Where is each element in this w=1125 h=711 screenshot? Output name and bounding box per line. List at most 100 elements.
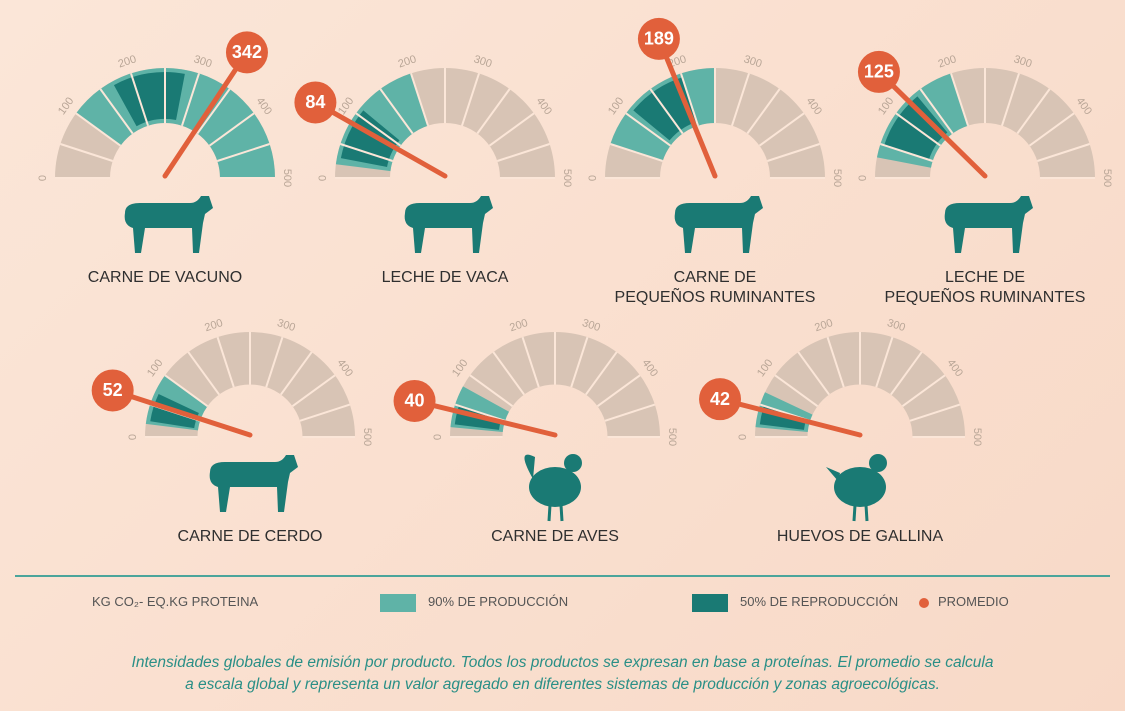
tick-line xyxy=(130,73,149,127)
tick-line xyxy=(216,336,235,388)
segment-line xyxy=(99,88,134,135)
tick-label: 300 xyxy=(886,317,907,334)
icon-body xyxy=(124,196,213,253)
value-bubble xyxy=(699,378,742,421)
segment-line xyxy=(746,88,781,135)
animal-icon xyxy=(524,454,582,522)
tick-label: 400 xyxy=(334,357,354,379)
tick-label: 200 xyxy=(117,53,138,70)
icon-body xyxy=(529,467,581,507)
segment-line xyxy=(766,143,820,162)
segment-line xyxy=(1016,88,1051,135)
tick-line xyxy=(181,73,200,127)
tick-label: 0 xyxy=(127,434,139,440)
tick-label: 200 xyxy=(937,53,958,70)
tick-line xyxy=(625,112,672,147)
segment-line xyxy=(604,403,656,422)
segment-line xyxy=(187,351,220,396)
animal-icon xyxy=(404,196,493,253)
tick-label: 200 xyxy=(508,317,529,334)
tick-line xyxy=(731,73,750,127)
animal-icon xyxy=(124,196,213,253)
tick-label: 200 xyxy=(813,317,834,334)
tick-label: 500 xyxy=(561,169,573,187)
tick-line xyxy=(826,336,845,388)
value-bubble xyxy=(393,379,436,422)
range-band xyxy=(113,72,185,127)
tick-label: 200 xyxy=(203,317,224,334)
needle xyxy=(717,396,863,438)
caption: Intensidades globales de emisión por pro… xyxy=(131,654,994,693)
value-bubble xyxy=(857,50,900,93)
tick-label: 300 xyxy=(472,53,493,70)
tick-line xyxy=(208,112,255,147)
tick-label: 100 xyxy=(876,95,896,117)
icon-tail xyxy=(826,467,840,481)
tick-label: 400 xyxy=(804,95,824,117)
tick-line xyxy=(461,73,480,127)
tick-label: 100 xyxy=(450,357,470,379)
product-label: LECHE DE VACA xyxy=(381,269,509,286)
tick-line xyxy=(596,374,641,407)
tick-line xyxy=(75,112,122,147)
segment-line xyxy=(492,351,525,396)
tick-line xyxy=(758,112,805,147)
icon-head xyxy=(564,454,582,472)
tick-label: 400 xyxy=(944,357,964,379)
segment-line xyxy=(585,351,618,396)
icon-body xyxy=(944,196,1033,253)
icon-body xyxy=(674,196,763,253)
icon-legs xyxy=(547,504,564,522)
segment-line xyxy=(1036,143,1090,162)
tick-line xyxy=(895,112,942,147)
legend-dot xyxy=(919,598,929,608)
tick-label: 500 xyxy=(971,428,983,446)
animal-icon xyxy=(674,196,763,253)
tick-label: 400 xyxy=(1074,95,1094,117)
animal-icon xyxy=(944,196,1033,253)
product-label: LECHE DE PEQUEÑOS RUMINANTES xyxy=(884,269,1086,306)
tick-label: 300 xyxy=(742,53,763,70)
tick-label: 0 xyxy=(317,175,329,181)
tick-label: 0 xyxy=(737,434,749,440)
value-label: 42 xyxy=(710,389,730,409)
tick-label: 400 xyxy=(254,95,274,117)
tick-label: 100 xyxy=(606,95,626,117)
animal-icon xyxy=(209,455,298,512)
tick-line xyxy=(901,374,946,407)
segment-line xyxy=(299,403,351,422)
value-label: 40 xyxy=(405,391,425,411)
value-label: 189 xyxy=(644,29,674,49)
needle xyxy=(312,99,448,179)
unit-label: KG CO₂- EQ.KG PROTEINA xyxy=(92,594,259,609)
value-label: 342 xyxy=(232,42,262,62)
icon-body xyxy=(209,455,298,512)
value-label: 125 xyxy=(864,62,894,82)
tick-label: 500 xyxy=(361,428,373,446)
tick-line xyxy=(1028,112,1075,147)
needle xyxy=(656,36,718,179)
segment-line xyxy=(280,351,313,396)
segment-line xyxy=(649,88,684,135)
icon-body xyxy=(834,467,886,507)
tick-line xyxy=(355,112,402,147)
tick-label: 400 xyxy=(639,357,659,379)
legend-swatch xyxy=(380,594,416,612)
needle xyxy=(110,387,253,438)
tick-line xyxy=(950,73,969,127)
segment-line xyxy=(454,403,506,422)
tick-line xyxy=(469,374,514,407)
product-label: CARNE DE AVES xyxy=(491,528,619,545)
tick-label: 500 xyxy=(666,428,678,446)
tick-label: 300 xyxy=(276,317,297,334)
icon-body xyxy=(404,196,493,253)
tick-label: 0 xyxy=(37,175,49,181)
segment-line xyxy=(496,143,550,162)
tick-label: 0 xyxy=(432,434,444,440)
product-label: CARNE DE PEQUEÑOS RUMINANTES xyxy=(614,269,816,306)
needle xyxy=(162,49,250,179)
segment-line xyxy=(919,88,954,135)
needle xyxy=(876,69,988,179)
tick-label: 100 xyxy=(56,95,76,117)
